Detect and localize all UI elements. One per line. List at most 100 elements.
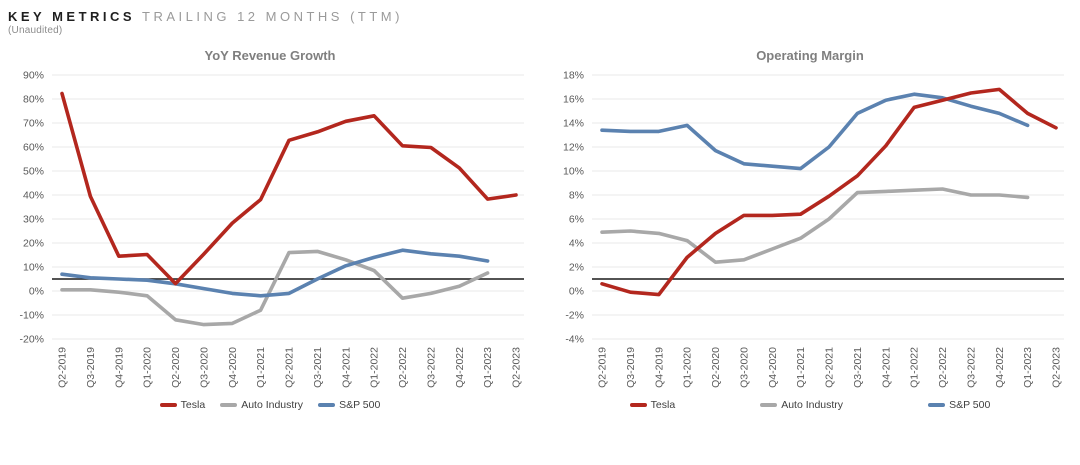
x-tick-label: Q2-2019 [56,347,68,388]
x-axis-labels: Q2-2019 Q3-2019 Q4-2019 Q1-2020 Q2-2020 Q3-20… [56,347,522,388]
x-tick-label: Q4-2022 [993,347,1005,388]
x-tick-label: Q2-2020 [710,347,722,388]
series-line-s-p-500 [599,92,1029,171]
x-tick-label: Q4-2020 [766,347,778,388]
y-tick-label: 4% [568,238,583,250]
x-tick-label: Q1-2020 [681,347,693,388]
y-tick-label: 80% [22,94,43,106]
legend-item-auto-industry: Auto Industry [220,399,303,411]
x-tick-label: Q1-2021 [795,347,807,388]
y-tick-label: -4% [565,334,584,346]
x-tick-label: Q3-2021 [851,347,863,388]
x-tick-label: Q2-2022 [397,347,409,388]
series-line-auto-industry [599,187,1029,264]
y-tick-label: -2% [565,310,584,322]
x-tick-label: Q1-2023 [1022,347,1034,388]
y-tick-label: 60% [22,142,43,154]
x-tick-label: Q3-2022 [425,347,437,388]
x-tick-label: Q4-2021 [880,347,892,388]
legend-swatch [318,402,336,408]
y-tick-label: -20% [19,334,44,346]
chart-legend: Tesla Auto Industry S&P 500 [629,399,990,411]
series-line-auto-industry [59,249,489,327]
x-tick-label: Q1-2022 [908,347,920,388]
y-tick-label: 2% [568,262,583,274]
legend-swatch [928,402,946,408]
legend-item-s-p-500: S&P 500 [928,399,990,411]
x-tick-label: Q2-2021 [283,347,295,388]
legend-item-tesla: Tesla [159,399,206,411]
chart-legend: Tesla Auto Industry S&P 500 [159,399,380,411]
chart-title: YoY Revenue Growth [204,48,336,63]
y-tick-label: 12% [562,142,583,154]
legend-swatch [220,402,238,408]
x-tick-label: Q3-2019 [624,347,636,388]
x-tick-label: Q2-2023 [1050,347,1062,388]
x-tick-label: Q2-2022 [937,347,949,388]
gridlines [591,74,1064,340]
y-tick-label: 8% [568,190,583,202]
y-axis-labels: 18% 16% 14% 12% 10% 8% 6% 4% 2% 0% -2% -4% [562,70,583,346]
chart-title: Operating Margin [756,48,864,63]
y-tick-label: 70% [22,118,43,130]
y-tick-label: 40% [22,190,43,202]
legend-item-tesla: Tesla [629,399,676,411]
x-tick-label: Q4-2022 [453,347,465,388]
y-tick-label: 18% [562,70,583,82]
legend-item-s-p-500: S&P 500 [318,399,380,411]
legend-item-auto-industry: Auto Industry [760,399,843,411]
chart-revenue-growth: YoY Revenue Growth 90% 80% 70% 60% 50% 40% 30%… [0,48,540,411]
x-tick-label: Q1-2020 [141,347,153,388]
legend-label: Auto Industry [241,399,304,411]
x-tick-label: Q1-2021 [255,347,267,388]
legend-label: Auto Industry [781,399,844,411]
y-tick-label: 0% [28,286,43,298]
gridlines [51,74,524,340]
page-title-secondary: TRAILING 12 MONTHS (TTM) [142,9,403,24]
legend-label: S&P 500 [949,399,991,411]
y-tick-label: 50% [22,166,43,178]
x-tick-label: Q3-2019 [84,347,96,388]
unaudited-note: (Unaudited) [8,25,63,36]
operating-margin-plot: 18% 16% 14% 12% 10% 8% 6% 4% 2% 0% -2% -4% Q2-2019 Q3… [562,70,1064,388]
x-tick-label: Q2-2021 [823,347,835,388]
y-tick-label: -10% [19,310,44,322]
x-tick-label: Q2-2020 [170,347,182,388]
page-title: KEY METRICS TRAILING 12 MONTHS (TTM) [8,9,1080,24]
y-tick-label: 20% [22,238,43,250]
x-tick-label: Q3-2022 [965,347,977,388]
y-tick-label: 16% [562,94,583,106]
x-tick-label: Q3-2021 [311,347,323,388]
x-tick-label: Q4-2021 [340,347,352,388]
y-tick-label: 0% [568,286,583,298]
x-tick-label: Q3-2020 [738,347,750,388]
revenue-growth-plot: 90% 80% 70% 60% 50% 40% 30% 20% 10% 0% -10% -20% Q2-… [19,70,524,388]
chart-operating-margin: Operating Margin 18% 16% 14% 12% 10% 8% 6% 4% 2%… [540,48,1080,411]
slide-header: KEY METRICS TRAILING 12 MONTHS (TTM) (Un… [0,0,1080,36]
y-tick-label: 14% [562,118,583,130]
y-tick-label: 90% [22,70,43,82]
y-tick-label: 6% [568,214,583,226]
legend-label: S&P 500 [339,399,381,411]
legend-swatch [159,402,177,408]
x-tick-label: Q2-2019 [596,347,608,388]
x-tick-label: Q1-2023 [482,347,494,388]
x-tick-label: Q4-2020 [226,347,238,388]
x-axis-labels: Q2-2019 Q3-2019 Q4-2019 Q1-2020 Q2-2020 Q3-20… [596,347,1062,388]
charts-row: YoY Revenue Growth 90% 80% 70% 60% 50% 40% 30%… [0,48,1080,411]
x-tick-label: Q4-2019 [113,347,125,388]
y-tick-label: 30% [22,214,43,226]
x-tick-label: Q4-2019 [653,347,665,388]
series-line-tesla [59,91,518,286]
page-title-primary: KEY METRICS [8,9,136,24]
legend-swatch [629,402,647,408]
legend-swatch [760,402,778,408]
legend-label: Tesla [180,399,206,411]
y-axis-labels: 90% 80% 70% 60% 50% 40% 30% 20% 10% 0% -10% -20% [19,70,44,346]
legend-label: Tesla [650,399,676,411]
y-tick-label: 10% [22,262,43,274]
series-line-tesla [599,87,1058,297]
series-line-s-p-500 [59,248,489,298]
y-tick-label: 10% [562,166,583,178]
x-tick-label: Q1-2022 [368,347,380,388]
